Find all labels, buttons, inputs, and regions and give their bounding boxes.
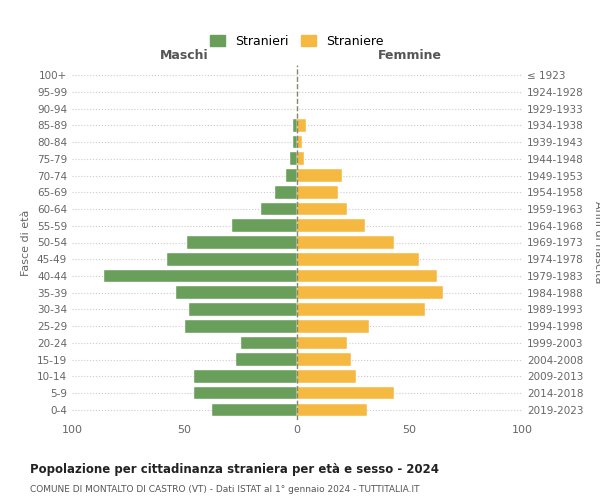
Bar xyxy=(236,354,297,366)
Text: Femmine: Femmine xyxy=(377,50,442,62)
Bar xyxy=(297,202,347,215)
Bar xyxy=(297,404,367,416)
Bar xyxy=(297,354,351,366)
Bar xyxy=(290,152,297,165)
Bar xyxy=(297,303,425,316)
Bar xyxy=(212,404,297,416)
Bar xyxy=(297,169,342,182)
Bar xyxy=(176,286,297,299)
Y-axis label: Fasce di età: Fasce di età xyxy=(22,210,31,276)
Bar xyxy=(297,387,394,400)
Bar xyxy=(104,270,297,282)
Bar xyxy=(187,236,297,249)
Text: Popolazione per cittadinanza straniera per età e sesso - 2024: Popolazione per cittadinanza straniera p… xyxy=(30,462,439,475)
Bar xyxy=(297,119,306,132)
Bar xyxy=(297,270,437,282)
Bar xyxy=(297,220,365,232)
Bar xyxy=(297,320,369,332)
Bar xyxy=(189,303,297,316)
Bar xyxy=(297,336,347,349)
Text: COMUNE DI MONTALTO DI CASTRO (VT) - Dati ISTAT al 1° gennaio 2024 - TUTTITALIA.I: COMUNE DI MONTALTO DI CASTRO (VT) - Dati… xyxy=(30,485,419,494)
Bar xyxy=(297,186,337,198)
Bar xyxy=(297,253,419,266)
Bar xyxy=(297,286,443,299)
Bar xyxy=(193,370,297,382)
Bar xyxy=(275,186,297,198)
Text: Maschi: Maschi xyxy=(160,50,209,62)
Bar xyxy=(261,202,297,215)
Bar xyxy=(297,152,304,165)
Bar xyxy=(185,320,297,332)
Bar xyxy=(193,387,297,400)
Bar xyxy=(167,253,297,266)
Bar xyxy=(297,370,355,382)
Bar xyxy=(293,136,297,148)
Y-axis label: Anni di nascita: Anni di nascita xyxy=(593,201,600,284)
Bar xyxy=(297,236,394,249)
Bar xyxy=(241,336,297,349)
Legend: Stranieri, Straniere: Stranieri, Straniere xyxy=(204,28,390,54)
Bar xyxy=(232,220,297,232)
Bar xyxy=(297,136,302,148)
Bar xyxy=(286,169,297,182)
Bar xyxy=(293,119,297,132)
